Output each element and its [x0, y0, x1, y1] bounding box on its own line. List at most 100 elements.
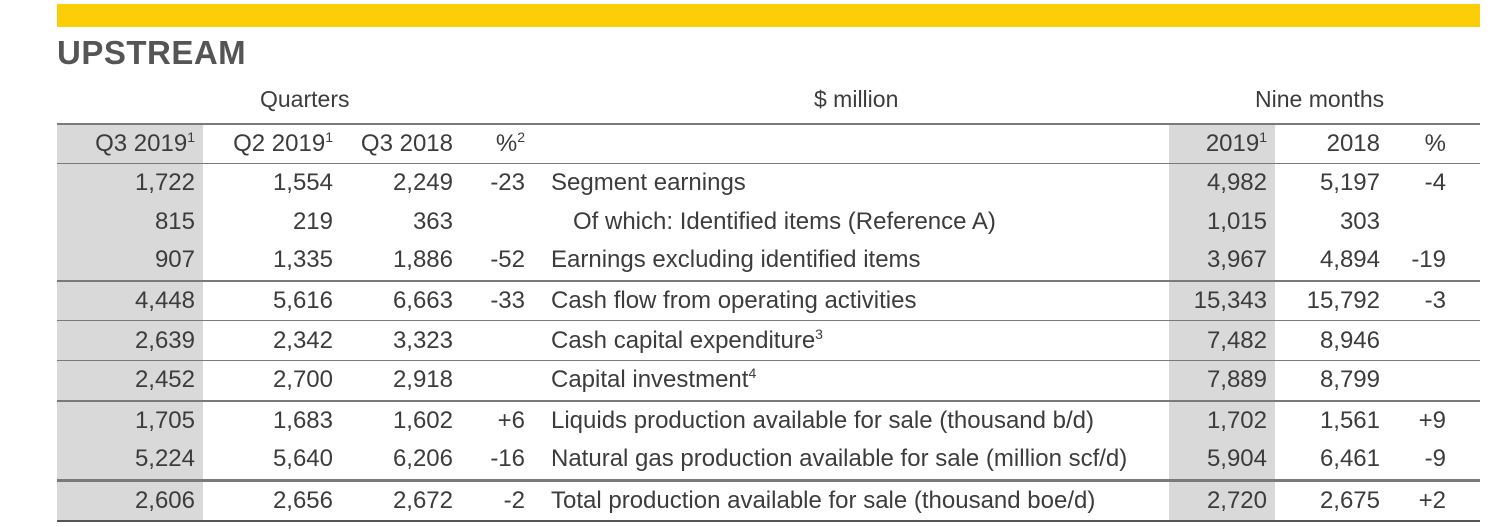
cell-pct-nine-months: -9 [1388, 440, 1454, 480]
header-accent-bar [57, 4, 1480, 27]
cell-q2-2019-text: 1,683 [272, 406, 333, 434]
cell-pct-quarters [461, 359, 533, 401]
table-row: 1,722 1,554 2,249 -23 Segment earnings 4,982 5… [57, 162, 1480, 203]
row-label: Earnings excluding identified items [533, 241, 1169, 281]
cell-nm-2019: 4,982 [1169, 162, 1275, 203]
row-spacer [1454, 399, 1480, 441]
cell-nm-2018: 2,675 [1275, 478, 1388, 523]
cell-q2-2019-text: 1,554 [272, 169, 333, 197]
cell-nm-2019: 1,015 [1169, 202, 1275, 242]
col-header-pct-nine-months: % [1388, 123, 1454, 164]
cell-q3-2019: 815 [57, 202, 203, 242]
cell-q3-2018-text: 2,672 [392, 487, 453, 515]
row-label-text: Natural gas production available for sal… [551, 445, 1128, 473]
cell-q2-2019-text: 219 [292, 207, 333, 235]
col-header-pct-quarters: %2 [461, 123, 533, 164]
row-label: Segment earnings [533, 162, 1169, 203]
upstream-table: Q3 20191 Q2 20191 Q3 2018 %2 20191 2018 … [57, 123, 1480, 523]
col-header-nm-2019: 20191 [1169, 123, 1275, 164]
row-label-text: Total production available for sale (tho… [551, 487, 1096, 515]
cell-q3-2018: 2,249 [341, 162, 461, 203]
cell-nm-2019-text: 4,982 [1206, 169, 1267, 197]
cell-nm-2019-text: 5,904 [1206, 445, 1267, 473]
cell-pct-nine-months: -3 [1388, 279, 1454, 321]
quarters-group-header: Quarters [260, 86, 350, 112]
cell-q3-2018: 2,672 [341, 478, 461, 523]
cell-q2-2019-text: 1,335 [272, 246, 333, 274]
cell-nm-2018-text: 5,197 [1319, 169, 1380, 197]
cell-pct-nine-months: -4 [1388, 162, 1454, 203]
cell-pct-quarters [461, 203, 533, 242]
col-header-q3-2019: Q3 20191 [57, 123, 203, 164]
cell-q3-2019-text: 907 [154, 246, 195, 274]
cell-q3-2019-text: 4,448 [134, 287, 195, 315]
cell-nm-2019-text: 7,482 [1206, 326, 1267, 354]
cell-q3-2019-text: 1,705 [134, 406, 195, 434]
cell-q2-2019-text: 2,700 [272, 366, 333, 394]
cell-nm-2019-text: 1,015 [1206, 207, 1267, 235]
cell-pct-quarters: -2 [461, 478, 533, 523]
cell-q3-2019: 4,448 [57, 279, 203, 321]
cell-pct-quarters: -16 [461, 440, 533, 480]
cell-pct-quarters: -33 [461, 279, 533, 321]
cell-nm-2018-text: 1,561 [1319, 406, 1380, 434]
cell-nm-2018-text: 15,792 [1306, 287, 1380, 315]
cell-q3-2018: 2,918 [341, 359, 461, 401]
cell-q2-2019-text: 5,616 [272, 287, 333, 315]
cell-nm-2018-text: 8,946 [1319, 326, 1380, 354]
row-label: Of which: Identified items (Reference A) [533, 203, 1169, 242]
cell-q2-2019: 2,700 [203, 359, 341, 401]
footnote-marker: 3 [815, 325, 823, 342]
cell-pct-nine-months [1388, 320, 1454, 361]
cell-nm-2019-text: 2,720 [1206, 487, 1267, 515]
cell-nm-2018-text: 8,799 [1319, 366, 1380, 394]
cell-q3-2019: 907 [57, 241, 203, 281]
cell-q2-2019: 1,335 [203, 241, 341, 281]
cell-pct-quarters: -52 [461, 241, 533, 281]
cell-pct-nine-months: +2 [1388, 478, 1454, 523]
cell-q3-2019-text: 2,452 [134, 366, 195, 394]
cell-q2-2019: 2,656 [203, 478, 341, 523]
cell-pct-nine-months-text: +9 [1418, 406, 1446, 434]
cell-q3-2019: 5,224 [57, 440, 203, 481]
cell-q2-2019-text: 5,640 [272, 445, 333, 473]
cell-q3-2018-text: 2,918 [392, 366, 453, 394]
cell-nm-2019: 1,702 [1169, 399, 1275, 441]
cell-nm-2019-text: 1,702 [1206, 406, 1267, 434]
row-spacer [1454, 203, 1480, 242]
cell-q3-2018-text: 3,323 [392, 326, 453, 354]
footnote-marker: 4 [748, 365, 757, 382]
cell-q3-2018: 6,663 [341, 279, 461, 321]
cell-pct-quarters-text: -2 [503, 487, 525, 515]
row-label: Cash capital expenditure3 [533, 320, 1169, 361]
cell-q2-2019: 5,616 [203, 279, 341, 321]
cell-nm-2018: 6,461 [1275, 440, 1388, 480]
cell-pct-nine-months-text: -19 [1411, 246, 1446, 274]
col-header-label [533, 123, 1169, 164]
col-header-nm-2018: 2018 [1275, 123, 1388, 164]
cell-q3-2019-text: 1,722 [134, 169, 195, 197]
row-label: Cash flow from operating activities [533, 279, 1169, 321]
row-label-text: Liquids production available for sale (t… [551, 406, 1095, 434]
cell-q3-2018: 1,602 [341, 399, 461, 441]
cell-q3-2018: 1,886 [341, 241, 461, 281]
table-row: 5,224 5,640 6,206 -16 Natural gas production… [57, 440, 1480, 481]
cell-q3-2019: 1,705 [57, 399, 203, 441]
cell-q3-2018-text: 1,886 [392, 246, 453, 274]
row-spacer [1454, 478, 1480, 523]
cell-q3-2019-text: 2,606 [134, 487, 195, 515]
cell-nm-2019-text: 15,343 [1193, 287, 1267, 315]
cell-q2-2019: 1,683 [203, 399, 341, 441]
row-spacer [1454, 279, 1480, 321]
cell-nm-2019: 15,343 [1169, 279, 1275, 321]
row-label-text: Cash capital expenditure [551, 326, 816, 354]
cell-nm-2018-text: 303 [1339, 207, 1380, 235]
nine-months-group-header: Nine months [1255, 86, 1385, 112]
cell-nm-2018-text: 4,894 [1319, 246, 1380, 274]
table-row: 4,448 5,616 6,663 -33 Cash flow from operati… [57, 279, 1480, 321]
cell-q3-2018: 363 [341, 203, 461, 242]
cell-q3-2019: 1,722 [57, 162, 203, 203]
cell-q3-2018-text: 6,206 [392, 445, 453, 473]
cell-nm-2019: 2,720 [1169, 478, 1275, 523]
col-header-q3-2018: Q3 2018 [341, 123, 461, 164]
